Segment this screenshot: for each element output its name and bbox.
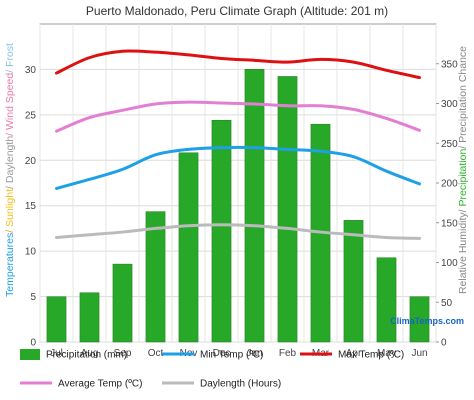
right-tick-label: 100 <box>441 258 458 269</box>
x-tick-label: Aug <box>81 348 99 359</box>
precipitation-bar <box>277 76 298 343</box>
x-tick-label: Oct <box>148 348 164 359</box>
brand-watermark: ClimaTemps.com <box>390 316 464 326</box>
precipitation-bar <box>112 263 133 343</box>
legend-entry-label: Max Temp (ºC) <box>338 350 404 361</box>
precipitation-bar <box>244 69 265 343</box>
right-axis-label: Relative Humidity/ Precipitation/ Precip… <box>457 46 469 294</box>
chart-title: Puerto Maldonado, Peru Climate Graph (Al… <box>86 4 388 18</box>
right-tick-label: 200 <box>441 179 458 190</box>
legend-entry-label: Daylength (Hours) <box>200 379 281 390</box>
left-tick-label: 0 <box>30 338 36 349</box>
legend-swatch-precipitation <box>20 349 40 360</box>
x-tick-label: Jul <box>50 348 63 359</box>
legend-entry-label: Precipitation (mm) <box>46 350 127 361</box>
right-tick-label: 250 <box>441 139 458 150</box>
right-tick-label: 300 <box>441 99 458 110</box>
x-tick-label: May <box>377 348 396 359</box>
precipitation-bar <box>79 292 100 343</box>
left-tick-label: 15 <box>25 201 37 212</box>
x-tick-label: Apr <box>346 348 362 359</box>
right-tick-label: 0 <box>441 338 447 349</box>
average-temp-line <box>55 100 421 133</box>
legend: Precipitation (mm) Min Temp (ºC) Max Temp … <box>20 349 404 390</box>
min-temp-line <box>55 145 421 190</box>
precipitation-bar <box>178 152 199 343</box>
left-tick-label: 25 <box>25 110 37 121</box>
right-tick-label: 150 <box>441 218 458 229</box>
precipitation-bar <box>409 296 430 343</box>
precipitation-bar <box>343 220 364 343</box>
right-tick-label: 350 <box>441 59 458 70</box>
precipitation-bar <box>145 211 166 343</box>
left-tick-label: 30 <box>25 65 37 76</box>
x-tick-label: Dec <box>213 348 231 359</box>
x-tick-label: Sep <box>114 348 132 359</box>
left-tick-label: 5 <box>30 292 36 303</box>
precipitation-bar <box>376 257 397 343</box>
right-tick-label: 50 <box>441 298 453 309</box>
x-tick-label: Feb <box>279 348 297 359</box>
x-tick-label: Jun <box>411 348 427 359</box>
legend-entry-label: Min Temp (ºC) <box>200 350 263 361</box>
left-tick-label: 10 <box>25 247 37 258</box>
precipitation-bar <box>211 119 232 343</box>
x-tick-label: Jan <box>246 348 262 359</box>
legend-entry-label: Average Temp (ºC) <box>58 379 142 390</box>
left-tick-label: 20 <box>25 156 37 167</box>
max-temp-line <box>55 49 421 80</box>
precipitation-bar <box>46 296 67 343</box>
daylength-line <box>55 223 421 240</box>
left-axis-label: Temperatures/ Sunlight/ Daylength/ Wind … <box>4 43 16 297</box>
